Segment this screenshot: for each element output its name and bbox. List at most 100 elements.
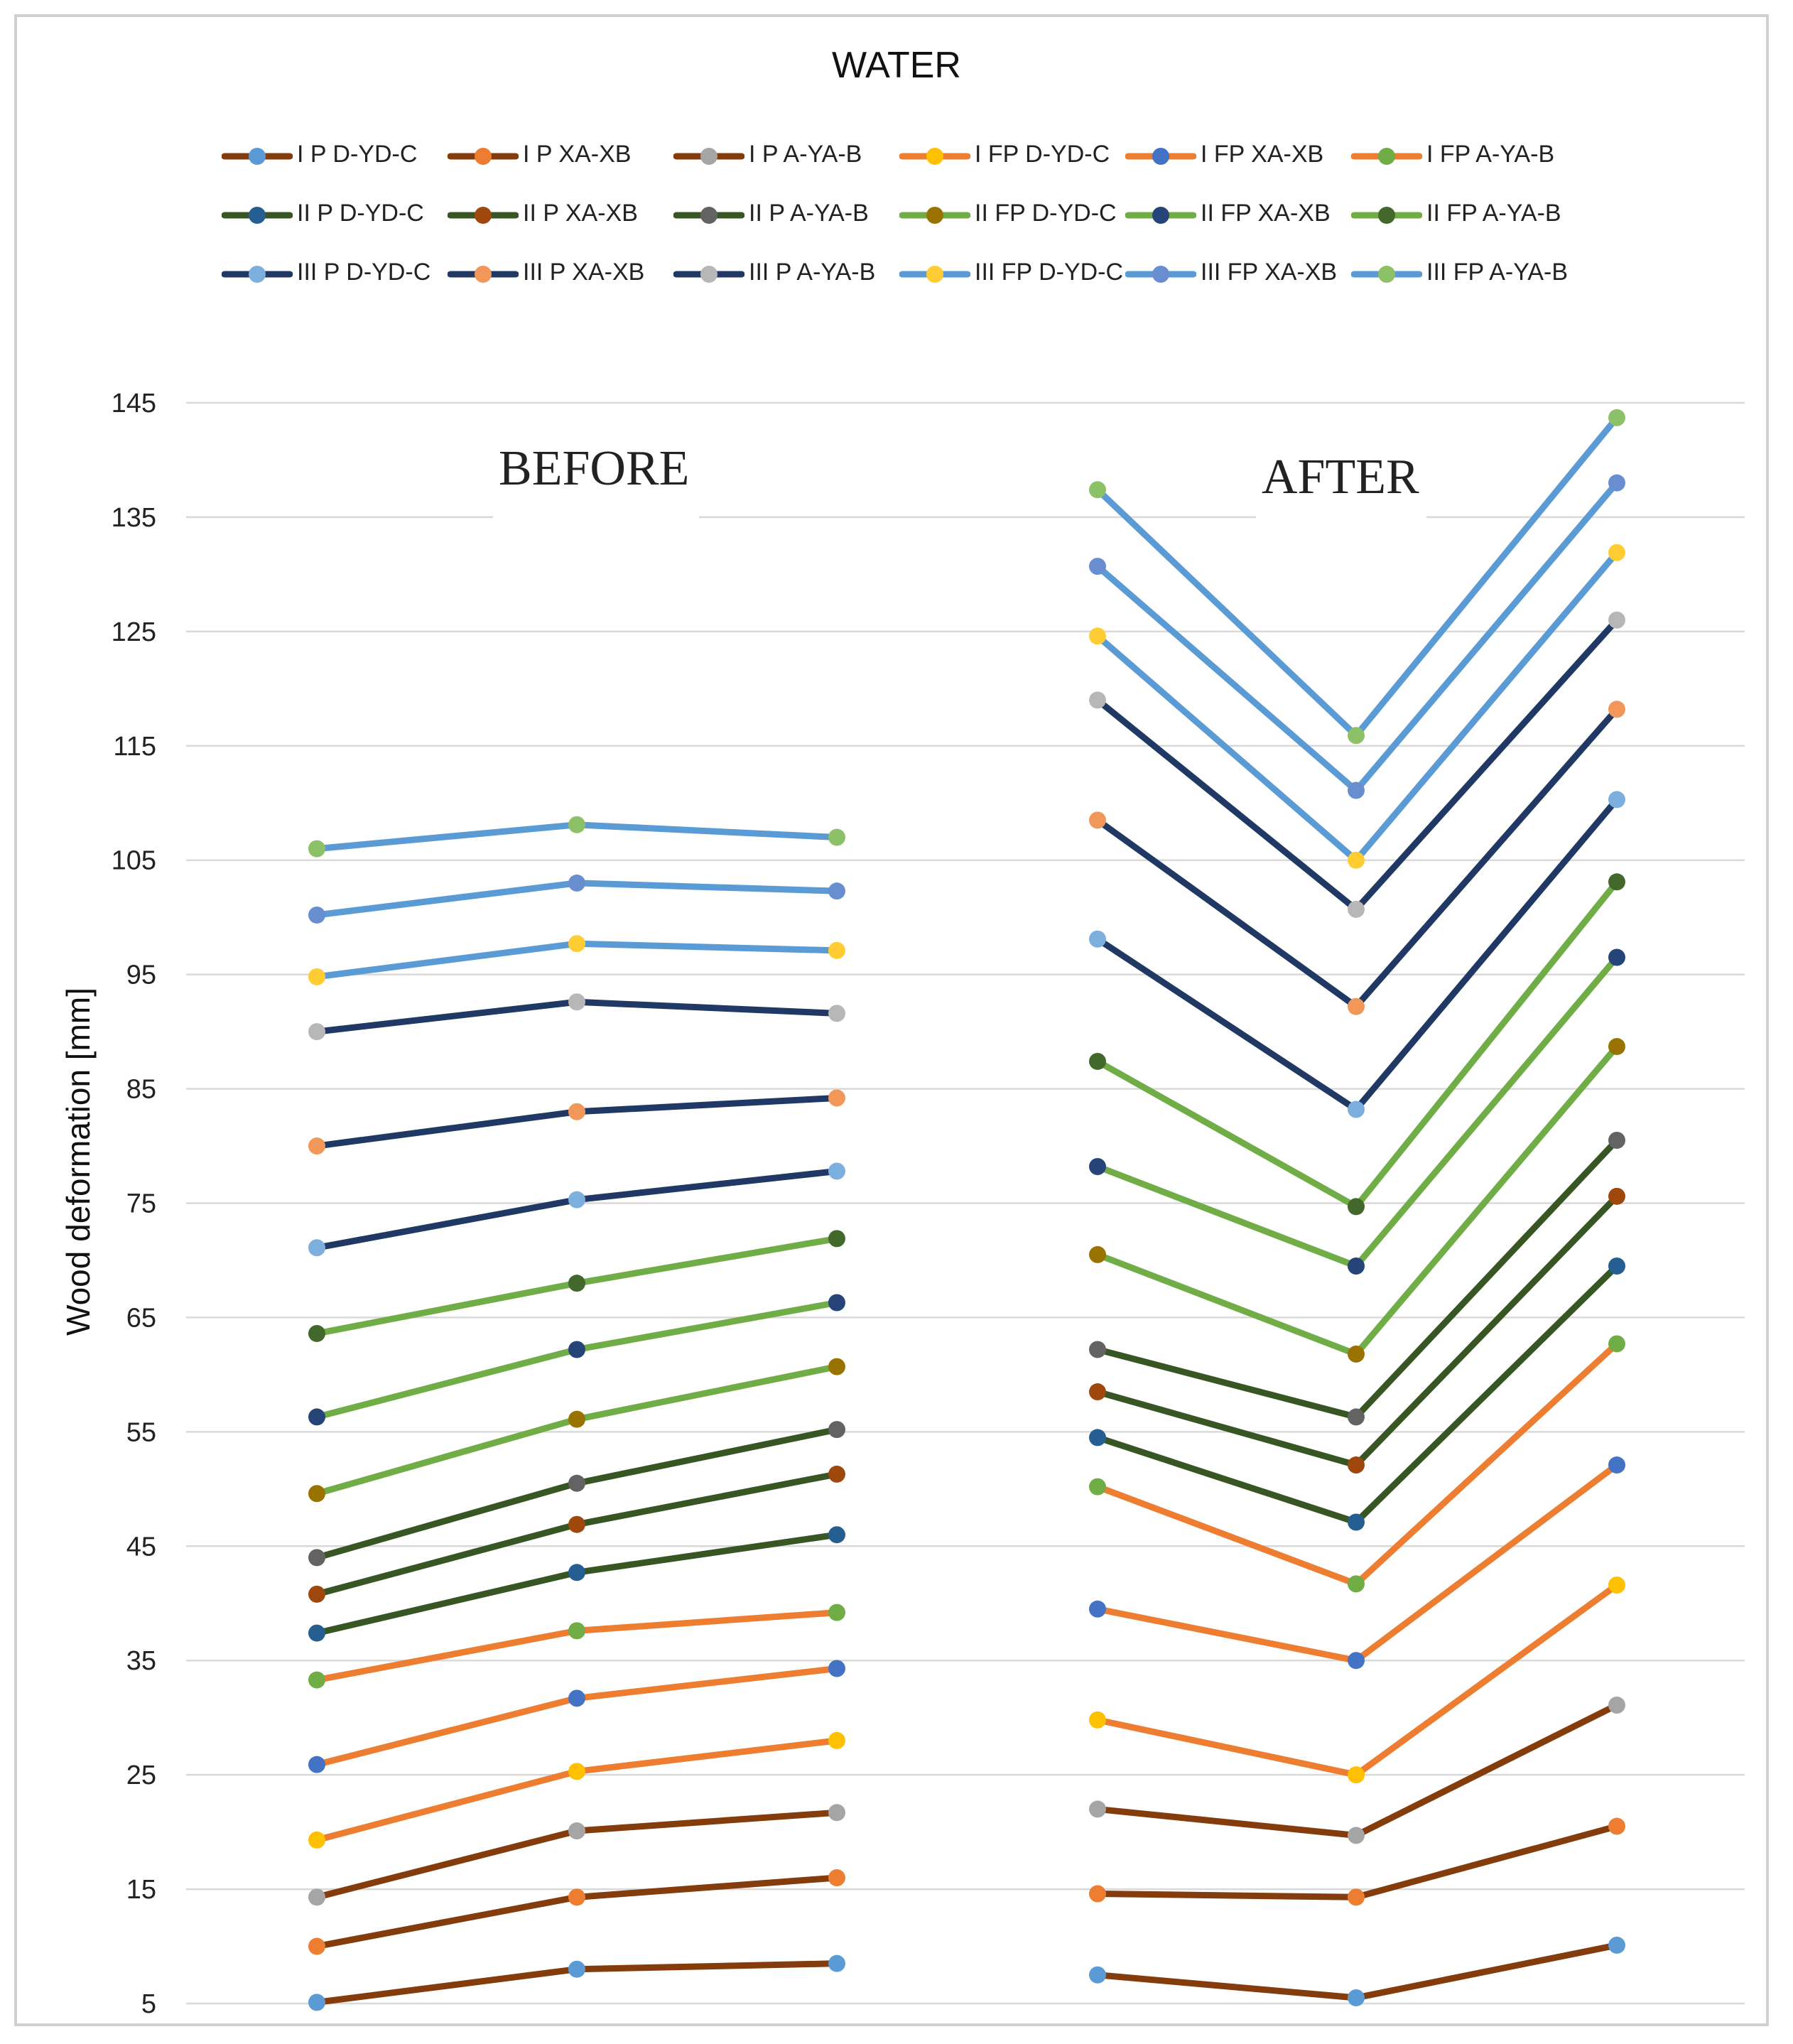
y-tick-label: 35 xyxy=(126,1646,156,1676)
data-point-ii-p-a-ya-b-1 xyxy=(568,1474,585,1492)
data-point-iii-p-d-yd-c-2 xyxy=(828,1162,845,1180)
data-point-ii-fp-d-yd-c-2 xyxy=(828,1358,845,1375)
series-iii-fp-xa-xb xyxy=(308,474,1625,924)
data-point-iii-fp-d-yd-c-0 xyxy=(308,968,325,985)
legend-swatch xyxy=(1351,148,1422,165)
data-point-i-p-a-ya-b-3 xyxy=(1089,1800,1106,1818)
data-point-ii-p-a-ya-b-4 xyxy=(1348,1408,1365,1426)
data-point-ii-p-d-yd-c-5 xyxy=(1608,1258,1625,1275)
data-point-i-fp-xa-xb-4 xyxy=(1348,1652,1365,1670)
legend-swatch-marker xyxy=(1152,207,1169,224)
data-point-iii-p-d-yd-c-5 xyxy=(1608,791,1625,809)
legend-item: I P XA-XB xyxy=(448,135,673,178)
legend-swatch xyxy=(1125,148,1196,165)
legend-swatch xyxy=(673,148,744,165)
data-point-iii-p-a-ya-b-4 xyxy=(1348,900,1365,918)
legend-swatch-marker xyxy=(1152,266,1169,283)
data-point-iii-p-xa-xb-3 xyxy=(1089,811,1106,829)
legend-item: I FP D-YD-C xyxy=(899,135,1125,178)
series-ii-p-xa-xb xyxy=(308,1187,1625,1603)
y-tick-label: 55 xyxy=(126,1417,156,1447)
data-point-i-p-xa-xb-0 xyxy=(308,1937,325,1955)
y-tick-label: 15 xyxy=(126,1875,156,1905)
legend-swatch-marker xyxy=(1378,207,1395,224)
legend-swatch-marker xyxy=(475,148,492,165)
legend-swatch-marker xyxy=(926,207,943,224)
data-point-iii-fp-xa-xb-0 xyxy=(308,906,325,924)
data-point-iii-p-a-ya-b-5 xyxy=(1608,611,1625,629)
data-point-iii-p-a-ya-b-2 xyxy=(828,1005,845,1022)
data-point-ii-fp-xa-xb-1 xyxy=(568,1341,585,1358)
data-point-ii-fp-a-ya-b-3 xyxy=(1089,1052,1106,1070)
data-point-ii-p-xa-xb-3 xyxy=(1089,1383,1106,1401)
data-point-i-p-xa-xb-4 xyxy=(1348,1888,1365,1906)
data-point-i-fp-xa-xb-2 xyxy=(828,1660,845,1677)
data-point-iii-p-d-yd-c-4 xyxy=(1348,1101,1365,1118)
legend-item: III FP D-YD-C xyxy=(899,253,1125,296)
legend-label: I P A-YA-B xyxy=(749,141,862,168)
y-tick-label: 95 xyxy=(126,961,156,990)
series-i-fp-d-yd-c xyxy=(308,1577,1625,1849)
y-tick-label: 105 xyxy=(112,846,156,876)
data-point-iii-p-a-ya-b-0 xyxy=(308,1023,325,1041)
legend-label: I P XA-XB xyxy=(523,141,632,168)
y-tick-label: 115 xyxy=(113,732,156,762)
data-point-iii-p-xa-xb-0 xyxy=(308,1137,325,1155)
legend-item: II FP XA-XB xyxy=(1125,194,1351,237)
data-point-iii-p-d-yd-c-1 xyxy=(568,1191,585,1208)
data-point-ii-p-xa-xb-1 xyxy=(568,1515,585,1533)
legend-item: II FP D-YD-C xyxy=(899,194,1125,237)
data-point-i-p-xa-xb-5 xyxy=(1608,1817,1625,1835)
legend-swatch-marker xyxy=(700,148,717,165)
data-point-ii-fp-d-yd-c-1 xyxy=(568,1410,585,1428)
data-point-ii-p-a-ya-b-0 xyxy=(308,1549,325,1567)
legend-swatch-marker xyxy=(475,207,492,224)
data-point-iii-p-a-ya-b-1 xyxy=(568,993,585,1011)
series-line-iii-fp-xa-xb-after xyxy=(1094,480,1620,794)
data-point-iii-p-xa-xb-5 xyxy=(1608,701,1625,718)
legend-item: III P A-YA-B xyxy=(673,253,899,296)
data-point-iii-fp-d-yd-c-2 xyxy=(828,941,845,959)
data-point-ii-p-d-yd-c-1 xyxy=(568,1564,585,1581)
data-point-i-fp-a-ya-b-5 xyxy=(1608,1335,1625,1353)
legend-label: II P A-YA-B xyxy=(749,200,869,227)
legend-item: III FP A-YA-B xyxy=(1351,253,1577,296)
legend-swatch xyxy=(222,148,293,165)
legend-item: III FP XA-XB xyxy=(1125,253,1351,296)
legend-label: I P D-YD-C xyxy=(297,141,418,168)
legend: I P D-YD-C I P XA-XB I P A-YA-B I FP D-YD-C… xyxy=(222,135,1642,312)
data-point-i-p-d-yd-c-0 xyxy=(308,1994,325,2011)
data-point-i-fp-a-ya-b-0 xyxy=(308,1671,325,1689)
data-point-iii-fp-a-ya-b-2 xyxy=(828,828,845,846)
legend-row: II P D-YD-C II P XA-XB II P A-YA-B II FP D-… xyxy=(222,194,1642,253)
data-point-iii-p-d-yd-c-0 xyxy=(308,1239,325,1257)
legend-swatch-marker xyxy=(249,207,266,224)
legend-label: I FP A-YA-B xyxy=(1426,141,1555,168)
legend-swatch xyxy=(448,207,519,224)
series-line-iii-p-d-yd-c-after xyxy=(1094,796,1620,1113)
legend-swatch xyxy=(1351,207,1422,224)
data-point-i-p-a-ya-b-2 xyxy=(828,1804,845,1822)
legend-item: I P D-YD-C xyxy=(222,135,448,178)
legend-row: III P D-YD-C III P XA-XB III P A-YA-B III F… xyxy=(222,253,1642,312)
legend-swatch-marker xyxy=(249,266,266,283)
data-point-i-fp-d-yd-c-1 xyxy=(568,1763,585,1780)
series-line-i-p-xa-xb-before xyxy=(313,1874,840,1950)
legend-swatch xyxy=(1351,266,1422,283)
data-point-ii-fp-a-ya-b-4 xyxy=(1348,1198,1365,1216)
series-iii-fp-d-yd-c xyxy=(308,544,1625,985)
series-line-iii-p-d-yd-c-before xyxy=(313,1167,840,1251)
series-line-ii-fp-d-yd-c-before xyxy=(313,1363,840,1497)
data-point-ii-fp-a-ya-b-5 xyxy=(1608,873,1625,891)
legend-item: III P XA-XB xyxy=(448,253,673,296)
legend-swatch xyxy=(448,148,519,165)
legend-swatch xyxy=(899,148,970,165)
legend-item: I P A-YA-B xyxy=(673,135,899,178)
y-tick-label: 25 xyxy=(126,1761,156,1790)
series-ii-fp-d-yd-c xyxy=(308,1038,1625,1503)
data-point-ii-p-a-ya-b-5 xyxy=(1608,1131,1625,1149)
data-point-ii-fp-a-ya-b-1 xyxy=(568,1275,585,1292)
data-point-i-fp-xa-xb-0 xyxy=(308,1756,325,1773)
data-point-i-p-d-yd-c-2 xyxy=(828,1954,845,1972)
